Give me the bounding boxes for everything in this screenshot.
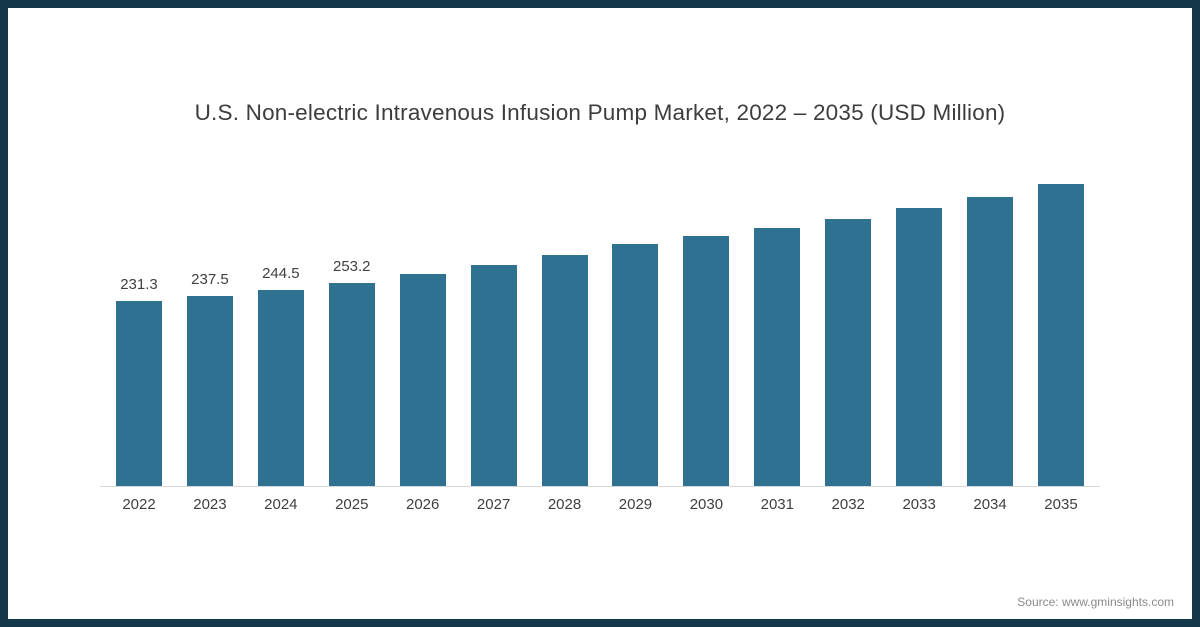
bar-group (470, 265, 517, 486)
bar (470, 265, 517, 486)
bar (612, 244, 659, 486)
bar (399, 274, 446, 486)
bar-group (896, 208, 943, 486)
bar-group (1037, 184, 1084, 486)
bar-group: 237.5 (186, 271, 233, 486)
bars-row: 231.3 237.5 244.5 253.2 (100, 154, 1100, 487)
bar-group (825, 219, 872, 486)
x-axis-label: 2035 (1044, 496, 1078, 513)
x-axis-label: 2028 (547, 496, 582, 513)
bar (328, 283, 375, 486)
bar (967, 197, 1014, 486)
bar (186, 296, 233, 486)
source-text: Source: www.gminsights.com (1017, 595, 1174, 609)
x-axis-label: 2032 (831, 496, 865, 513)
x-axis-label: 2026 (406, 496, 440, 513)
bar-group (399, 274, 446, 486)
bar (754, 228, 801, 486)
bar (825, 219, 872, 486)
x-axis-label: 2034 (973, 496, 1007, 513)
bar-group (612, 244, 659, 486)
bar-group: 244.5 (257, 265, 304, 486)
x-axis-label: 2025 (335, 496, 369, 513)
bar (896, 208, 943, 486)
x-axis-label: 2029 (618, 496, 653, 513)
x-axis-label: 2022 (122, 496, 156, 513)
bar-chart: 231.3 237.5 244.5 253.2 2022 2023 2024 2025 202… (100, 154, 1100, 513)
x-axis-label: 2031 (760, 496, 794, 513)
bar-value-label: 244.5 (262, 265, 300, 282)
bar-group: 231.3 (116, 276, 162, 486)
bar-group: 253.2 (328, 258, 375, 486)
bar (1037, 184, 1084, 486)
bar (116, 301, 162, 486)
bar-group (541, 255, 588, 486)
bar-group (967, 197, 1014, 486)
x-axis-label: 2023 (193, 496, 227, 513)
x-axis-label: 2024 (264, 496, 298, 513)
bar (541, 255, 588, 486)
chart-title: U.S. Non-electric Intravenous Infusion P… (194, 100, 1006, 125)
x-axis-label: 2027 (476, 496, 511, 513)
bar-value-label: 253.2 (332, 258, 371, 275)
bar-value-label: 231.3 (120, 276, 158, 293)
bar-value-label: 237.5 (191, 271, 229, 288)
bar-group (683, 236, 730, 486)
bar-group (754, 228, 801, 486)
x-axis-label: 2030 (689, 496, 724, 513)
bar (683, 236, 730, 486)
bar (257, 290, 304, 486)
x-axis-label: 2033 (902, 496, 936, 513)
x-labels-row: 2022 2023 2024 2025 2026 2027 2028 2029 2030 2031… (100, 496, 1100, 513)
